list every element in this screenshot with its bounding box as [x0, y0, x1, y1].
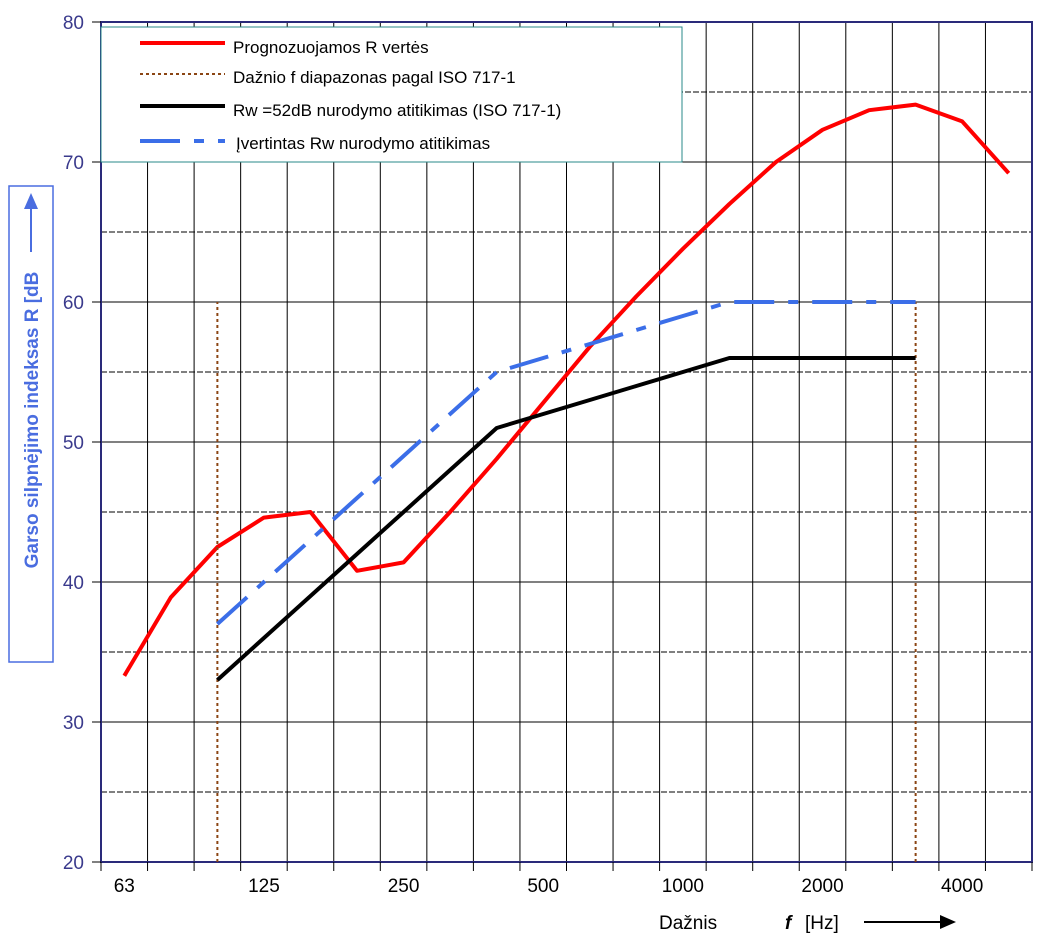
- y-tick-label: 60: [63, 293, 84, 314]
- x-axis-label-unit: [Hz]: [805, 913, 839, 934]
- x-tick-label: 1000: [662, 876, 704, 897]
- y-tick-labels: 20 30 40 50 60 70 80: [63, 13, 84, 874]
- legend-label-estimated: Įvertintas Rw nurodymo atitikimas: [236, 134, 490, 153]
- y-axis-arrow: [24, 193, 38, 252]
- x-tick-label: 2000: [801, 876, 843, 897]
- series-lines: [122, 102, 1011, 862]
- x-tick-label: 63: [114, 876, 135, 897]
- x-tick-label: 500: [527, 876, 559, 897]
- rw-reference-line: [216, 356, 916, 682]
- x-axis-label-prefix: Dažnis: [659, 913, 717, 934]
- y-axis-label: Garso silpnėjimo indeksas R [dB: [22, 272, 43, 569]
- y-tick-label: 50: [63, 433, 84, 454]
- x-tick-label: 4000: [941, 876, 983, 897]
- x-axis-label-variable: f: [785, 913, 793, 934]
- y-tick-label: 30: [63, 713, 84, 734]
- predicted-r-line: [122, 102, 1011, 677]
- x-tick-labels: 63 125 250 500 1000 2000 4000: [114, 876, 984, 897]
- x-axis-arrow: [864, 915, 956, 929]
- y-axis-label-box: [8, 185, 54, 663]
- y-tick-label: 70: [63, 153, 84, 174]
- y-tick-label: 20: [63, 853, 84, 874]
- x-tick-label: 250: [388, 876, 420, 897]
- legend-label-rw: Rw =52dB nurodymo atitikimas (ISO 717-1): [233, 101, 561, 120]
- axes: [92, 21, 1033, 871]
- legend-label-predicted: Prognozuojamos R vertės: [233, 38, 429, 57]
- estimated-rw-line: [216, 300, 916, 626]
- legend: Prognozuojamos R vertės Dažnio f diapazo…: [100, 26, 683, 163]
- y-tick-label: 80: [63, 13, 84, 34]
- y-tick-label: 40: [63, 573, 84, 594]
- legend-label-range: Dažnio f diapazonas pagal ISO 717-1: [233, 68, 516, 87]
- x-tick-label: 125: [248, 876, 280, 897]
